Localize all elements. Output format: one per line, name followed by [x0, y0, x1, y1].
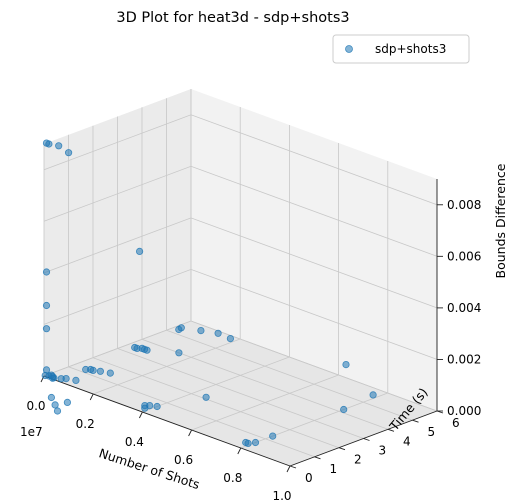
scatter-point: [45, 140, 53, 148]
chart-title: 3D Plot for heat3d - sdp+shots3: [116, 10, 349, 26]
x-tick-label: 0.6: [174, 453, 193, 467]
z-axis-label: Bounds Difference: [493, 163, 508, 278]
legend: sdp+shots3: [332, 34, 470, 64]
y-tick-label: 1: [330, 462, 338, 476]
scatter-point: [136, 247, 144, 255]
x-tick-mark: [237, 447, 242, 455]
scatter-point: [177, 324, 185, 332]
x-tick-label: 0.2: [76, 417, 95, 431]
z-tick-label: 0.006: [447, 249, 481, 263]
x-offset-label: 1e7: [20, 425, 43, 439]
y-tick-label: 6: [452, 416, 460, 430]
scatter-point: [175, 349, 183, 357]
z-grid-line: [43, 217, 438, 309]
legend-frame: [332, 34, 470, 64]
z-grid-line: [43, 320, 438, 412]
back-wall-pane: [191, 89, 437, 411]
scatter-point: [342, 360, 350, 369]
scatter-point: [47, 393, 56, 402]
scatter-point: [202, 393, 210, 401]
scatter-point: [369, 391, 377, 399]
y-tick-label: 2: [354, 453, 362, 467]
x-tick-mark: [89, 393, 94, 401]
scatter-point: [214, 329, 222, 337]
x-tick-mark: [286, 465, 291, 473]
scatter-point: [244, 439, 252, 447]
scatter-point: [51, 401, 59, 409]
tick-labels: 0.0 0.2 0.4 0.6 0.8 1.0 0 1 2 3 4 5 60.000 0.002 0.004…: [26, 198, 481, 503]
scatter-point: [62, 374, 70, 383]
scatter-point: [197, 326, 205, 335]
y-tick-mark: [387, 428, 395, 432]
z-tick-label: 0.002: [447, 352, 481, 366]
z-grid-line: [43, 114, 438, 206]
x-axis-line: [43, 375, 291, 467]
scatter-point: [63, 398, 72, 406]
y-tick-label: 5: [428, 425, 436, 439]
scatter-point: [55, 142, 63, 150]
scatter-point: [340, 405, 348, 414]
y-tick-label: 3: [379, 444, 387, 458]
data-points: [41, 139, 377, 447]
y-tick-label: 4: [403, 434, 411, 448]
x-tick-label: 0.0: [26, 399, 45, 413]
scatter-point: [53, 407, 62, 415]
x-tick-label: 0.4: [125, 435, 144, 449]
scatter-point: [143, 346, 151, 354]
x-tick-label: 1.0: [272, 489, 291, 503]
scatter-point: [42, 325, 51, 333]
scatter-point: [251, 438, 260, 447]
scatter-point: [42, 268, 51, 276]
scatter-point: [146, 401, 154, 410]
scatter-point: [226, 334, 234, 343]
z-tick-label: 0.008: [447, 198, 481, 212]
scatter-point: [89, 366, 97, 374]
x-tick-mark: [138, 411, 143, 419]
scatter-point: [96, 367, 105, 375]
scatter-point: [48, 374, 57, 382]
scatter-point: [42, 301, 51, 310]
y-tick-mark: [338, 447, 346, 451]
x-tick-label: 0.8: [223, 471, 242, 485]
x-tick-mark: [188, 429, 193, 437]
y-tick-mark: [289, 465, 297, 469]
y-tick-mark: [363, 438, 370, 441]
legend-entry-label: sdp+shots3: [375, 42, 446, 56]
z-tick-label: 0.000: [447, 404, 481, 418]
y-tick-mark: [314, 456, 321, 460]
y-tick-label: 0: [305, 471, 313, 485]
z-grid-line: [43, 165, 438, 257]
scatter-point: [65, 149, 73, 157]
scatter-point: [41, 371, 49, 380]
legend-marker: [345, 45, 353, 53]
y-tick-mark: [412, 419, 419, 423]
scatter-point: [269, 432, 277, 440]
scatter-point: [72, 376, 80, 384]
scatter-point: [106, 369, 114, 377]
scatter-point: [153, 402, 161, 411]
z-grid-line: [43, 268, 438, 360]
z-tick-label: 0.004: [447, 301, 481, 315]
